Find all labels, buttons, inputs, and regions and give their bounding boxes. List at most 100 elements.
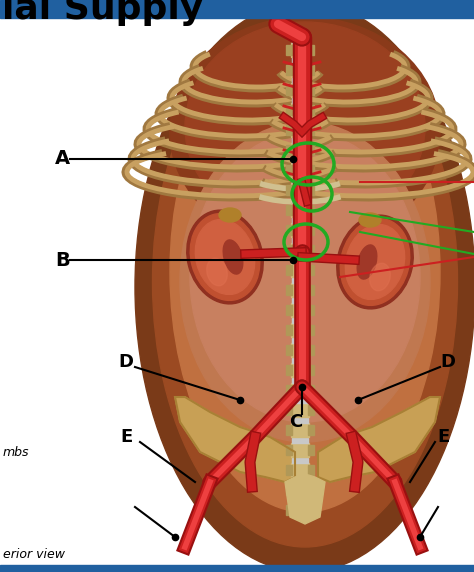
Bar [0,0,474,18]
Ellipse shape [195,220,255,295]
Bar [286,425,292,435]
Bar [292,98,308,103]
Bar [292,398,308,403]
Bar [308,185,314,195]
Bar [291,363,309,377]
Bar [286,465,292,475]
Ellipse shape [190,132,420,422]
Bar [292,438,308,443]
Text: D: D [440,353,455,371]
Bar [308,285,314,295]
Bar [291,203,309,217]
Bar [308,165,314,175]
Bar [291,343,309,357]
Text: C: C [289,413,302,431]
Bar [286,105,292,115]
Ellipse shape [170,17,440,247]
Bar [286,85,292,95]
Bar [308,505,314,515]
Bar [292,318,308,323]
Bar [286,305,292,315]
Text: erior view: erior view [3,547,65,561]
Ellipse shape [340,219,410,305]
Bar [291,163,309,177]
Bar [292,298,308,303]
Ellipse shape [219,208,241,222]
Bar [292,78,308,83]
Bar [292,458,308,463]
Bar [292,178,308,183]
Bar [292,498,308,503]
Text: A: A [55,149,70,169]
Text: E: E [120,428,132,446]
Bar [291,443,309,457]
Bar [291,423,309,437]
Bar [291,323,309,337]
Bar [286,345,292,355]
Bar [291,43,309,57]
Bar [308,205,314,215]
Ellipse shape [207,258,228,286]
Bar [286,325,292,335]
Ellipse shape [187,210,263,304]
Ellipse shape [370,263,390,291]
Ellipse shape [337,215,413,309]
Bar [292,218,308,223]
Bar [291,483,309,497]
Bar [292,38,308,43]
Ellipse shape [135,2,474,572]
Bar [291,463,309,477]
Ellipse shape [223,240,243,274]
Bar [286,65,292,75]
Bar [291,123,309,137]
Ellipse shape [190,213,260,300]
Text: mbs: mbs [3,446,29,459]
Bar [308,225,314,235]
Bar [308,105,314,115]
Bar [291,303,309,317]
Bar [286,285,292,295]
Ellipse shape [153,17,457,547]
Bar [292,198,308,203]
Text: D: D [118,353,133,371]
Bar [291,503,309,517]
Bar [291,103,309,117]
Bar [308,265,314,275]
Bar [286,225,292,235]
Bar [286,145,292,155]
Bar [292,278,308,283]
Bar [308,245,314,255]
Bar [308,65,314,75]
Bar [292,58,308,63]
Bar [286,445,292,455]
Ellipse shape [170,32,440,512]
Bar [286,505,292,515]
Bar [308,125,314,135]
Bar [291,143,309,157]
Ellipse shape [359,213,381,227]
Text: B: B [55,251,70,269]
Polygon shape [175,397,295,482]
Bar [291,63,309,77]
Bar [286,385,292,395]
Bar [308,325,314,335]
Bar [286,165,292,175]
Bar [286,405,292,415]
Bar [286,45,292,55]
Bar [308,485,314,495]
Bar [308,45,314,55]
Bar [292,338,308,343]
Bar [292,138,308,143]
Text: ial Supply: ial Supply [2,0,203,26]
Bar [308,345,314,355]
Bar [292,238,308,243]
Bar [308,145,314,155]
Bar [286,245,292,255]
Bar [286,185,292,195]
Bar [308,445,314,455]
Bar [308,425,314,435]
Text: E: E [437,428,449,446]
Bar [292,158,308,163]
Bar [286,265,292,275]
Bar [291,183,309,197]
